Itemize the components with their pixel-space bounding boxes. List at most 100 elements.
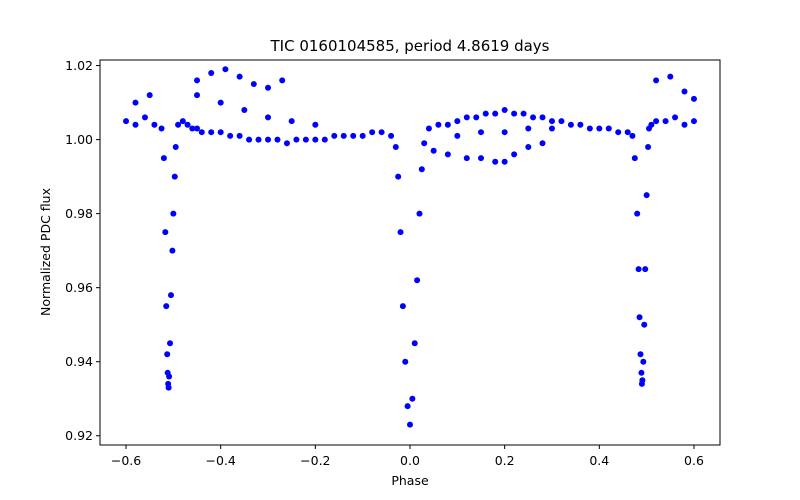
data-point [172, 144, 179, 150]
data-point [217, 99, 224, 106]
data-point [605, 125, 612, 132]
data-point [444, 121, 451, 128]
data-point [586, 125, 593, 132]
data-point [463, 114, 470, 121]
data-point [492, 158, 499, 165]
data-point [392, 144, 399, 150]
data-point [236, 132, 243, 139]
data-point [511, 151, 518, 158]
data-point [241, 106, 248, 113]
data-point [302, 136, 309, 143]
y-tick-label: 0.98 [65, 206, 93, 221]
data-point [530, 114, 537, 121]
data-point [477, 129, 484, 136]
data-point [227, 132, 234, 139]
plot-frame [99, 59, 721, 446]
data-point [198, 129, 205, 136]
x-tick-label: 0.4 [589, 453, 609, 468]
data-point [208, 129, 215, 136]
y-axis-title: Normalized PDC flux [38, 188, 53, 316]
data-point [577, 121, 584, 128]
data-point [179, 118, 186, 125]
y-tick-label: 0.96 [65, 280, 93, 295]
data-point [162, 229, 169, 236]
data-point [414, 277, 421, 284]
data-point [672, 114, 679, 121]
data-point [418, 166, 425, 173]
data-point [141, 114, 148, 121]
data-point [321, 136, 328, 143]
data-point [194, 125, 201, 132]
y-tick-label: 0.94 [65, 354, 93, 369]
data-point [482, 110, 489, 117]
data-point [132, 99, 139, 106]
data-point [265, 136, 272, 143]
data-point [151, 121, 158, 128]
data-point [246, 136, 253, 143]
data-point [158, 125, 165, 132]
data-point [312, 121, 319, 128]
data-point [444, 151, 451, 158]
data-point [648, 121, 655, 128]
data-point [635, 266, 642, 273]
data-point [634, 210, 641, 217]
data-point [388, 132, 395, 139]
data-point [160, 155, 167, 162]
data-point [430, 147, 437, 154]
data-point [596, 125, 603, 132]
data-point [169, 247, 176, 254]
data-point [402, 358, 409, 365]
data-points [123, 66, 697, 428]
data-point [520, 110, 527, 117]
x-tick-label: 0.0 [400, 453, 420, 468]
data-point [501, 129, 508, 136]
data-point [615, 129, 622, 136]
data-point [283, 140, 290, 147]
data-point [690, 95, 697, 102]
data-point [425, 125, 432, 132]
data-point [690, 118, 697, 125]
data-point [397, 229, 404, 236]
x-axis: −0.6 −0.4 −0.2 0.0 0.2 0.4 0.6 [111, 445, 704, 468]
data-point [501, 106, 508, 113]
data-point [643, 192, 650, 199]
data-point [194, 92, 201, 99]
data-point [208, 69, 215, 76]
data-point [411, 340, 418, 347]
data-point [548, 118, 555, 125]
data-point [171, 173, 178, 180]
data-point [399, 303, 406, 310]
data-point [525, 125, 532, 132]
data-point [146, 92, 153, 99]
data-point [222, 66, 229, 73]
data-point [350, 132, 357, 139]
data-point [638, 369, 645, 376]
data-point [255, 136, 262, 143]
data-point [636, 314, 643, 321]
data-point [274, 136, 281, 143]
x-axis-title: Phase [391, 473, 429, 488]
data-point [167, 340, 174, 347]
data-point [184, 121, 191, 128]
chart-title: TIC 0160104585, period 4.8619 days [269, 37, 549, 55]
data-point [236, 73, 243, 80]
data-point [463, 155, 470, 162]
data-point [369, 129, 376, 136]
data-point [473, 114, 480, 121]
data-point [641, 321, 648, 328]
data-point [639, 377, 646, 384]
data-point [567, 121, 574, 128]
data-point [501, 158, 508, 165]
data-point [624, 129, 631, 136]
data-point [194, 77, 201, 84]
data-point [681, 121, 688, 128]
data-point [265, 114, 272, 121]
data-point [123, 118, 130, 125]
y-tick-label: 1.00 [65, 132, 93, 147]
data-point [312, 136, 319, 143]
data-point [293, 136, 300, 143]
data-point [511, 110, 518, 117]
x-tick-label: −0.4 [206, 453, 236, 468]
data-point [667, 73, 674, 80]
data-point [279, 77, 286, 84]
